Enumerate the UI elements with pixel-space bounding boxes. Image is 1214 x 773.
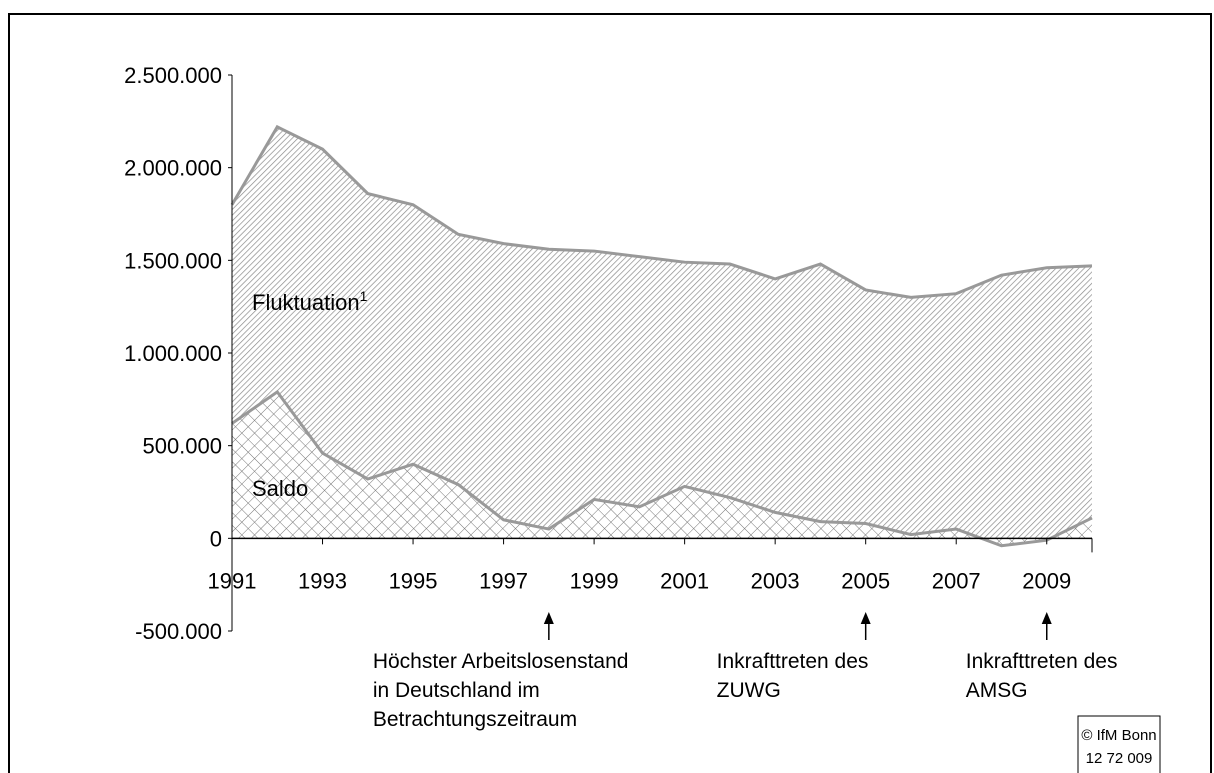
area-line — [231, 389, 1093, 548]
source-box — [1077, 715, 1161, 773]
area-fill — [232, 391, 1092, 546]
frame — [8, 13, 1212, 773]
series-label: Fluktuation1 — [252, 288, 368, 315]
series-label: Saldo — [252, 476, 308, 501]
y-tick-label: -500.000 — [135, 619, 222, 644]
y-tick-label: 2.000.000 — [124, 156, 222, 181]
annotation-text: AMSG — [966, 679, 1028, 702]
x-tick-label: 2003 — [751, 568, 800, 593]
annotation-text: ZUWG — [717, 679, 781, 702]
x-tick-label: 1997 — [479, 568, 528, 593]
annotation-text: Inkrafttreten des — [717, 650, 869, 673]
x-tick-label: 2001 — [660, 568, 709, 593]
y-tick-label: 0 — [210, 526, 222, 551]
annotation-text: Höchster Arbeitslosenstand — [373, 650, 629, 673]
source-text: © IfM Bonn — [1081, 727, 1156, 744]
y-tick-label: 1.000.000 — [124, 341, 222, 366]
annotation-text: Inkrafttreten des — [966, 650, 1118, 673]
x-tick-label: 1999 — [570, 568, 619, 593]
area-fill — [232, 126, 1092, 539]
area-line — [230, 124, 1093, 299]
series-superscript: 1 — [360, 288, 368, 304]
annotation-arrowhead — [543, 612, 554, 624]
x-tick-label: 1993 — [298, 568, 347, 593]
annotation-arrowhead — [860, 612, 871, 624]
series-name: Fluktuation — [252, 290, 360, 315]
source-text: 12 72 009 — [1086, 750, 1153, 767]
x-tick-label: 1991 — [208, 568, 257, 593]
annotation-arrowhead — [1041, 612, 1052, 624]
annotation-text: Betrachtungszeitraum — [373, 708, 577, 731]
y-tick-label: 500.000 — [142, 434, 222, 459]
x-tick-label: 2009 — [1022, 568, 1071, 593]
annotation-text: in Deutschland im — [373, 679, 540, 702]
y-tick-label: 2.500.000 — [124, 63, 222, 88]
series-name: Saldo — [252, 476, 308, 501]
x-tick-label: 2007 — [932, 568, 981, 593]
y-tick-label: 1.500.000 — [124, 248, 222, 273]
x-tick-label: 2005 — [841, 568, 890, 593]
x-tick-label: 1995 — [389, 568, 438, 593]
